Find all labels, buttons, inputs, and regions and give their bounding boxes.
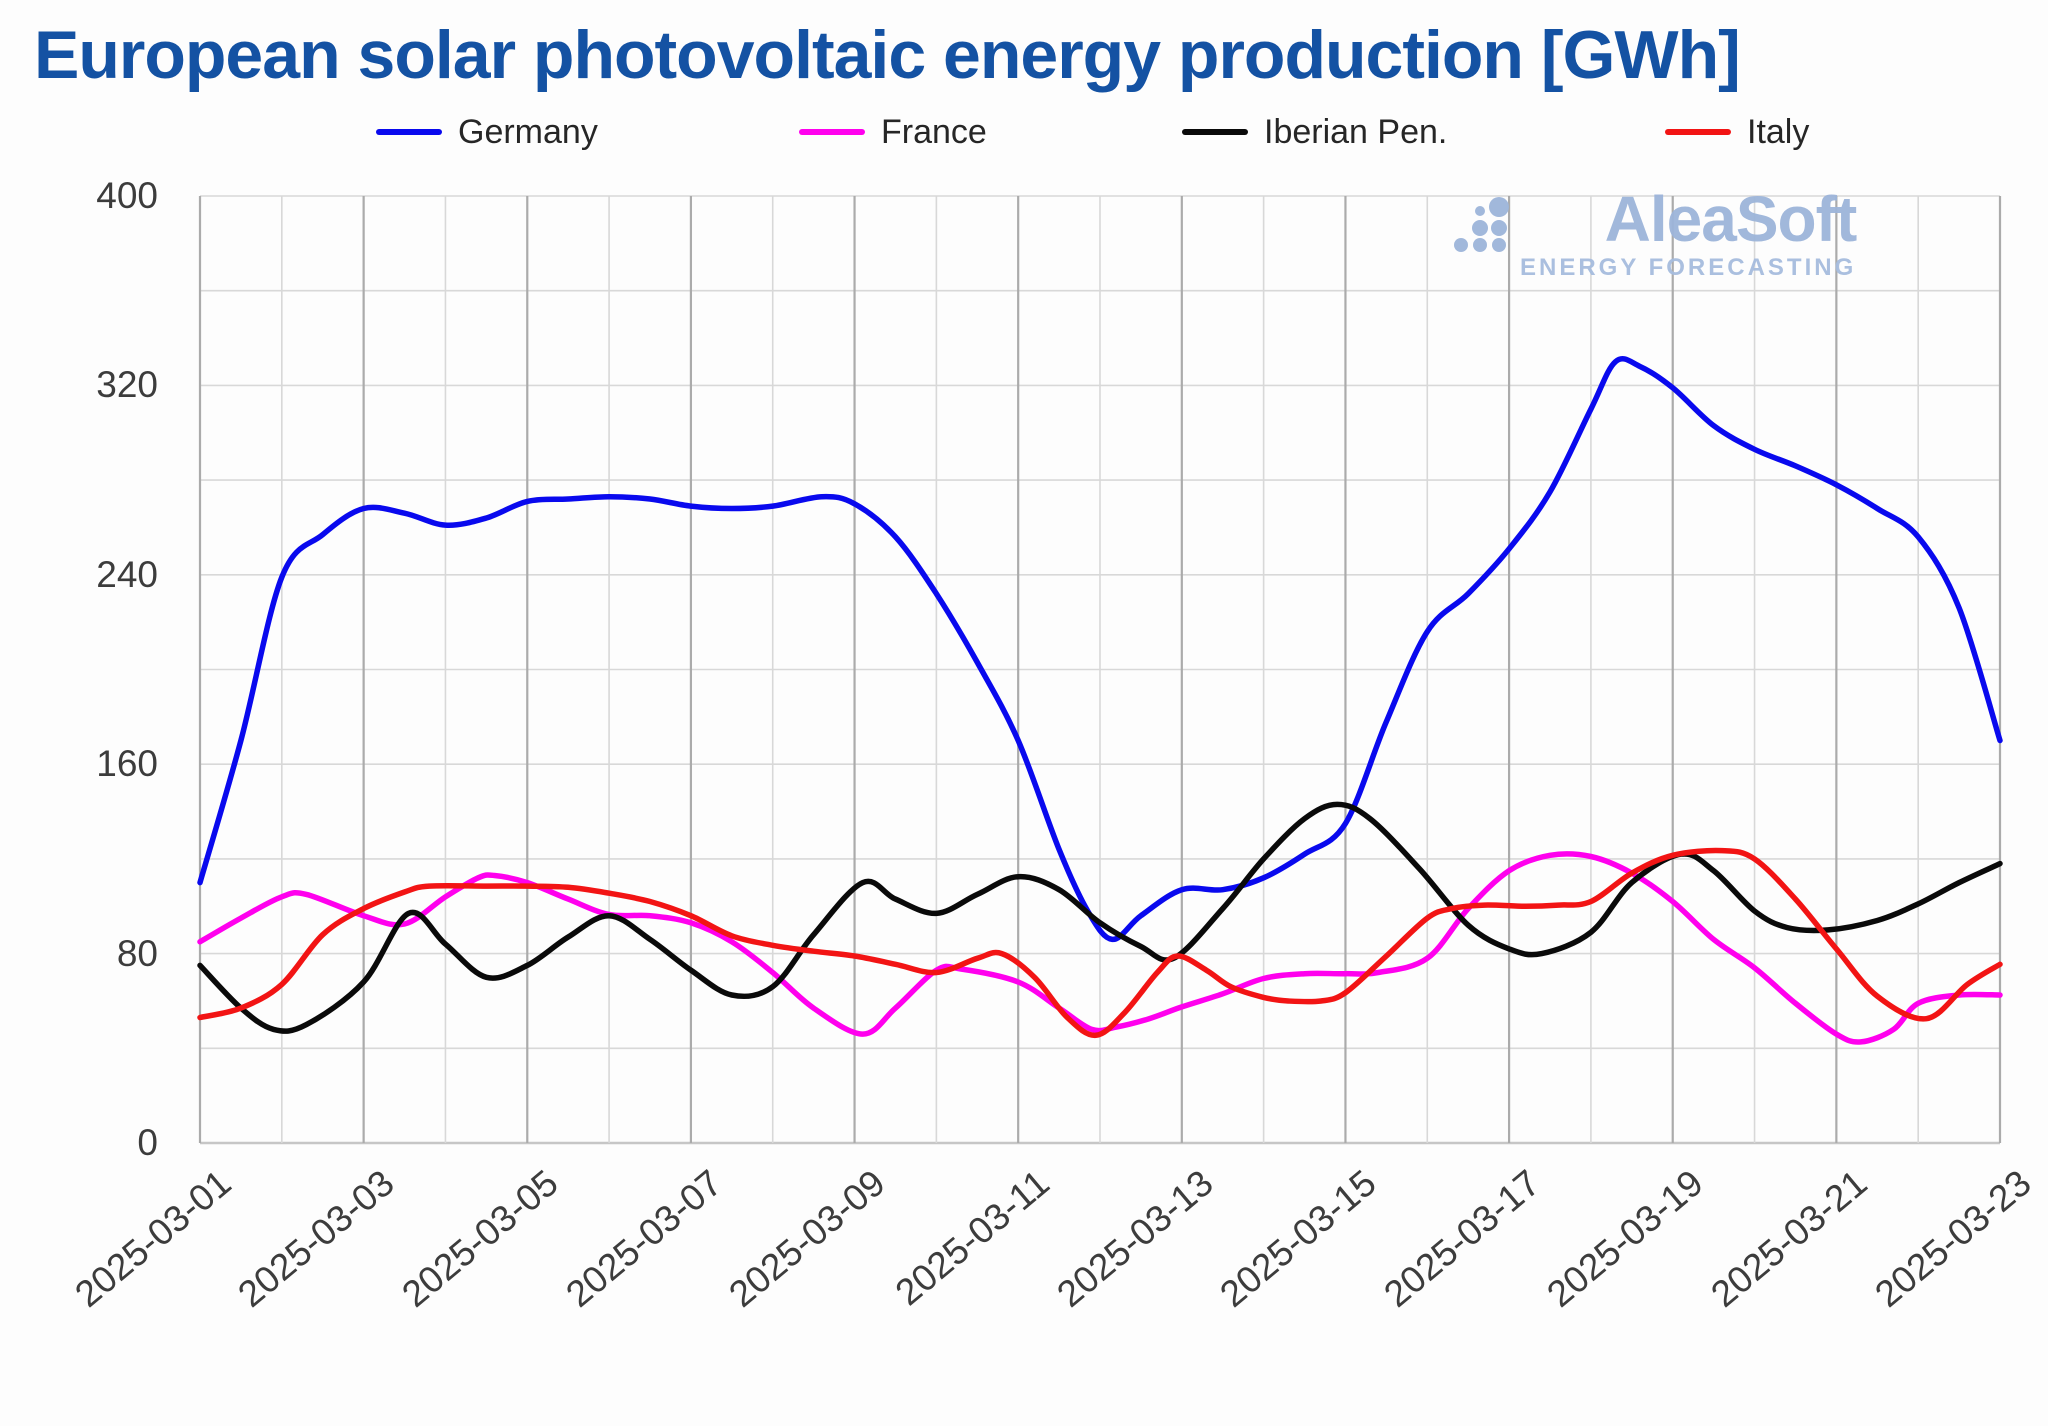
legend-label: France (881, 112, 987, 151)
chart-legend: Germany France Iberian Pen. Italy (0, 112, 2048, 156)
legend-swatch-icon (1182, 129, 1248, 135)
y-tick-label-0: 0 (137, 1122, 158, 1163)
legend-swatch-icon (376, 129, 442, 135)
logo-dot (1454, 238, 1468, 252)
iberian-pen-line (197, 801, 2003, 1034)
aleasoft-logo: AleaSoft ENERGY FORECASTING (1452, 183, 1858, 282)
y-tick-label-400: 400 (96, 175, 158, 216)
y-tick-label-240: 240 (96, 553, 158, 595)
legend-swatch-icon (799, 129, 865, 135)
italy-line (197, 847, 2003, 1039)
germany-line (197, 356, 2003, 943)
logo-dot (1472, 220, 1488, 236)
logo-dot (1473, 238, 1487, 252)
logo-dot (1475, 206, 1485, 216)
y-tick-label-320: 320 (96, 364, 158, 406)
y-tick-label-80: 80 (116, 932, 158, 974)
logo-brand: AleaSoft (1604, 183, 1858, 255)
logo-dot (1492, 238, 1506, 252)
logo-dot (1491, 220, 1507, 236)
legend-item-italy: Italy (1665, 112, 1809, 152)
legend-item-france: France (799, 112, 987, 152)
logo-dots-icon (1454, 197, 1509, 252)
legend-label: Italy (1747, 112, 1810, 151)
logo-tagline: ENERGY FORECASTING (1520, 254, 1857, 281)
legend-swatch-icon (1665, 129, 1731, 135)
logo-dot (1489, 197, 1509, 217)
legend-label: Germany (458, 112, 598, 151)
legend-label: Iberian Pen. (1264, 112, 1448, 151)
chart-title: European solar photovoltaic energy produ… (34, 17, 1741, 93)
y-tick-label-160: 160 (96, 743, 158, 785)
legend-item-iberian-pen: Iberian Pen. (1182, 112, 1447, 152)
legend-item-germany: Germany (376, 112, 598, 152)
